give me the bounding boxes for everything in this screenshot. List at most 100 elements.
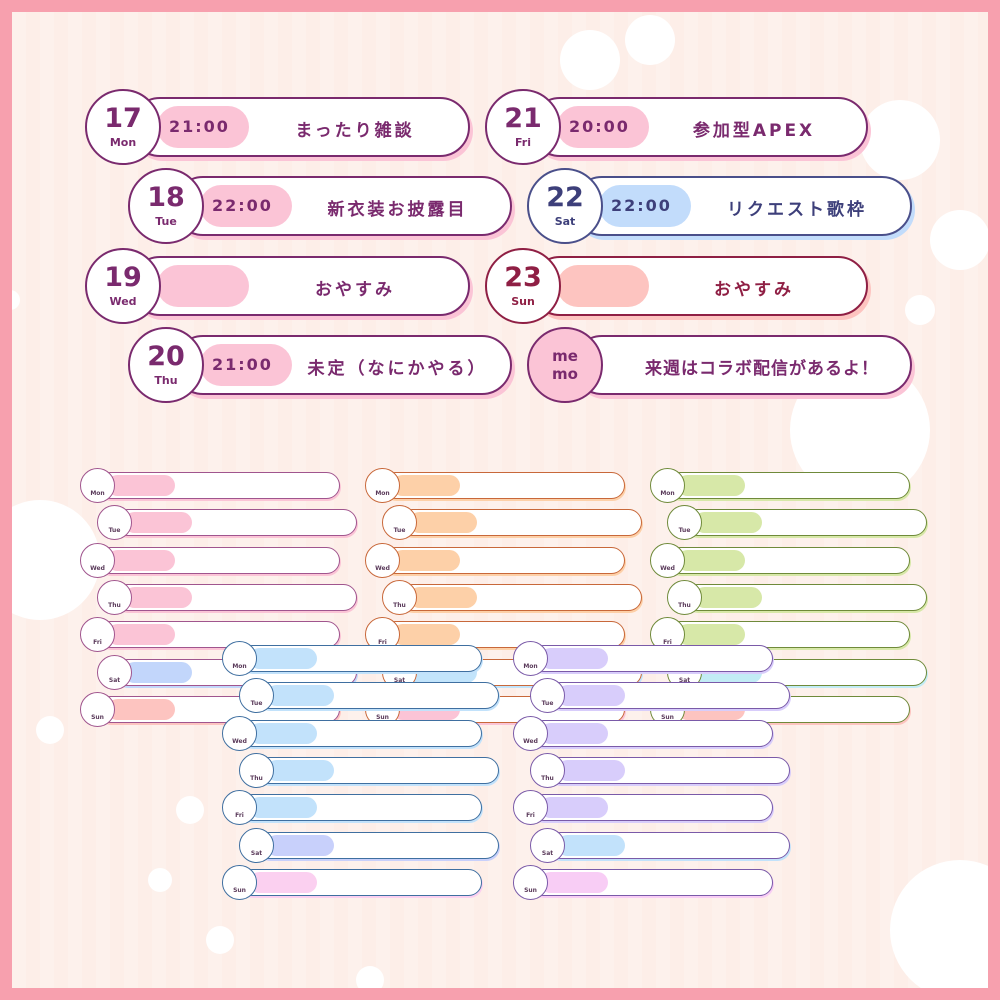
mini-day-circle: Mon	[222, 641, 257, 676]
mini-day-label: Thu	[108, 601, 121, 609]
mini-day-label: Tue	[541, 700, 554, 708]
mini-day-circle: Fri	[80, 617, 115, 653]
mini-day-label: Tue	[678, 527, 691, 535]
decor-blob	[930, 210, 988, 270]
mini-day-label: Fri	[378, 639, 387, 647]
decor-blob	[176, 796, 204, 824]
date-circle: 21 Fri	[485, 89, 561, 165]
mini-pill	[677, 549, 745, 571]
mini-day-label: Mon	[375, 490, 390, 497]
time-pill	[200, 185, 292, 227]
mini-day-circle: Wed	[650, 542, 685, 578]
mini-pill	[107, 698, 175, 720]
mini-day-circle: Thu	[530, 752, 565, 788]
mini-day-label: Sat	[108, 676, 121, 684]
mini-day-circle: Wed	[222, 715, 257, 751]
mini-day-circle: Tue	[97, 505, 132, 541]
time-pill	[157, 106, 249, 148]
mini-day-circle: Tue	[530, 678, 565, 714]
day-of-week: Thu	[154, 374, 178, 387]
mini-day-circle: Tue	[239, 678, 274, 714]
mini-day-label: Fri	[93, 639, 102, 647]
mini-pill	[694, 586, 762, 608]
mini-day-label: Wed	[90, 564, 105, 572]
mini-day-circle: Thu	[667, 579, 702, 615]
mini-pill	[557, 685, 625, 707]
day-of-week: Sun	[511, 295, 535, 308]
mini-day-label: Sun	[233, 886, 246, 894]
mini-day-circle: Wed	[80, 542, 115, 578]
background-stripes	[12, 12, 988, 988]
time-pill	[557, 265, 649, 307]
decor-blob	[206, 926, 234, 954]
mini-day-label: Sun	[376, 713, 389, 721]
mini-day-label: Fri	[663, 639, 672, 647]
mini-day-label: Thu	[541, 774, 554, 782]
time-pill	[599, 185, 691, 227]
mini-day-label: Sun	[91, 713, 104, 721]
mini-day-circle: Mon	[513, 641, 548, 676]
mini-day-label: Mon	[660, 490, 675, 497]
mini-pill	[409, 586, 477, 608]
mini-pill	[107, 549, 175, 571]
mini-day-label: Thu	[250, 774, 263, 782]
stream-title: まったり雑談	[295, 121, 415, 141]
mini-pill	[557, 759, 625, 781]
date-circle: 17 Mon	[85, 89, 161, 165]
date-number: 22	[546, 182, 584, 213]
mini-pill	[249, 797, 317, 819]
memo-label-top: me	[552, 347, 578, 365]
mini-pill	[124, 586, 192, 608]
mini-day-circle: Sat	[97, 654, 132, 690]
mini-day-label: Sat	[541, 849, 554, 857]
mini-day-circle: Fri	[222, 790, 257, 826]
mini-day-label: Thu	[678, 601, 691, 609]
mini-pill	[249, 722, 317, 744]
mini-day-label: Tue	[108, 527, 121, 535]
mini-day-circle: Wed	[513, 715, 548, 751]
date-circle: 19 Wed	[85, 248, 161, 324]
decor-blob	[860, 100, 940, 180]
time-pill	[200, 344, 292, 386]
mini-pill	[677, 475, 745, 496]
mini-pill	[694, 512, 762, 534]
mini-day-circle: Sat	[239, 827, 274, 863]
mini-day-label: Fri	[235, 812, 244, 820]
mini-day-circle: Fri	[513, 790, 548, 826]
mini-day-label: Wed	[660, 564, 675, 572]
time-pill	[157, 265, 249, 307]
day-of-week: Fri	[514, 136, 531, 149]
day-of-week: Mon	[109, 136, 137, 149]
mini-day-circle: Thu	[97, 579, 132, 615]
date-circle: me mo	[527, 327, 603, 403]
mini-day-label: Thu	[393, 601, 406, 609]
stream-time: 21:00	[169, 117, 230, 136]
mini-day-circle: Mon	[365, 468, 400, 503]
mini-pill	[124, 661, 192, 683]
mini-day-label: Tue	[250, 700, 263, 708]
decor-blob	[148, 868, 172, 892]
mini-pill	[540, 797, 608, 819]
mini-day-label: Tue	[393, 527, 406, 535]
stream-title: 未定（なにかやる）	[307, 359, 488, 379]
date-number: 20	[147, 341, 185, 372]
mini-day-circle: Sat	[530, 827, 565, 863]
stream-title: おやすみ	[315, 280, 395, 300]
decor-blob	[36, 716, 64, 744]
mini-day-label: Fri	[526, 812, 535, 820]
decor-blob	[905, 295, 935, 325]
mini-pill	[392, 549, 460, 571]
mini-pill	[540, 871, 608, 893]
memo-label-bottom: mo	[552, 365, 578, 383]
mini-pill	[540, 722, 608, 744]
date-circle: 23 Sun	[485, 248, 561, 324]
date-number: 18	[147, 182, 185, 213]
mini-day-label: Sat	[678, 676, 691, 684]
decor-blob	[625, 15, 675, 65]
decor-blob	[560, 30, 620, 90]
memo-text: 来週はコラボ配信があるよ！	[645, 359, 879, 379]
mini-day-label: Sun	[661, 713, 674, 721]
mini-day-circle: Tue	[667, 505, 702, 541]
mini-pill	[249, 648, 317, 669]
mini-day-circle: Sun	[222, 864, 257, 900]
